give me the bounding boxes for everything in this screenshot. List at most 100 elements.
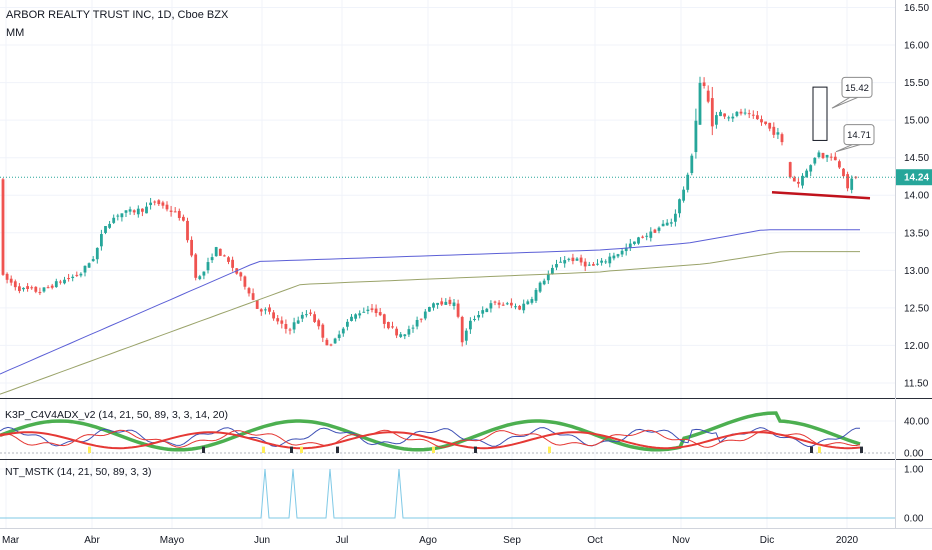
time-tick-label: Ago: [419, 535, 437, 546]
candle-body: [674, 213, 677, 222]
candle-body: [13, 281, 17, 288]
price-tick-label: 15.50: [904, 78, 929, 89]
candle-body: [653, 229, 657, 233]
candle-body: [5, 273, 9, 280]
candle-body: [833, 156, 837, 161]
ind1-marker: [336, 446, 339, 453]
candle-body: [797, 181, 800, 184]
candle-body: [600, 260, 603, 263]
candle-body: [846, 174, 849, 189]
candle-body: [288, 329, 292, 331]
symbol-title: ARBOR REALTY TRUST INC, 1D, Cboe BZX: [6, 9, 229, 21]
last-price-tag-label: 14.24: [904, 173, 929, 184]
candle-body: [378, 312, 382, 316]
candle-body: [317, 320, 321, 327]
candle-body: [223, 255, 226, 257]
candle-body: [702, 82, 706, 86]
candle-body: [710, 98, 714, 127]
candle-body: [809, 165, 813, 172]
candle-body: [469, 320, 472, 330]
candle-body: [514, 306, 517, 308]
ind1-marker: [202, 446, 205, 453]
candle-body: [485, 308, 489, 313]
candle-body: [63, 279, 66, 284]
candle-body: [165, 204, 169, 210]
candle-body: [624, 247, 628, 252]
candle-body: [559, 261, 562, 263]
time-tick-label: Abr: [84, 535, 100, 546]
candle-body: [337, 334, 341, 339]
candle-body: [464, 330, 468, 341]
candle-body: [30, 287, 34, 289]
candle-body: [259, 309, 263, 312]
callout-2-box: [843, 124, 875, 146]
moving-average-slow: [0, 251, 860, 395]
candle-body: [202, 271, 206, 276]
candle-body: [100, 234, 103, 247]
callout-1-pointer: [831, 96, 859, 109]
candle-body: [387, 322, 390, 329]
candle-body: [825, 154, 829, 158]
candle-body: [341, 328, 345, 334]
indicator2-title: NT_MSTK (14, 21, 50, 89, 3, 3): [5, 466, 152, 478]
candle-body: [583, 261, 587, 267]
candle-body: [247, 288, 251, 294]
candle-body: [641, 236, 644, 238]
candle-body: [124, 210, 128, 213]
candle-body: [46, 287, 50, 289]
price-tick-label: 11.50: [904, 378, 929, 389]
candle-body: [173, 211, 177, 213]
candle-body: [1, 179, 5, 275]
ind2-tick-label: 0.00: [904, 514, 924, 525]
candle-body: [604, 261, 608, 263]
ind1-tick-label: 40.00: [904, 417, 929, 428]
candle-body: [157, 200, 161, 205]
candle-body: [731, 116, 735, 119]
candle-body: [153, 201, 157, 203]
candle-body: [522, 303, 526, 311]
candle-body: [395, 328, 398, 336]
support-line: [771, 190, 871, 200]
candle-body: [136, 208, 140, 215]
candle-body: [177, 210, 181, 219]
candle-body: [403, 334, 407, 337]
candle-body: [768, 122, 772, 129]
ind1-marker: [290, 446, 293, 453]
ind2-tick-label: 1.00: [904, 465, 924, 476]
candle-body: [579, 257, 583, 263]
candle-body: [419, 318, 423, 320]
candle-body: [497, 302, 501, 305]
candle-body: [530, 299, 534, 303]
candle-body: [264, 309, 267, 311]
candle-body: [628, 243, 632, 248]
candle-body: [350, 316, 353, 321]
candle-body: [42, 287, 46, 292]
candle-body: [760, 119, 763, 123]
candle-body: [747, 113, 751, 115]
candle-body: [161, 202, 165, 206]
candle-body: [108, 223, 111, 228]
range-rectangle: [812, 86, 828, 141]
candle-body: [690, 155, 694, 174]
candle-body: [456, 303, 460, 317]
candle-body: [18, 286, 21, 292]
time-tick-label: Oct: [587, 535, 603, 546]
candle-body: [649, 231, 653, 238]
time-tick-label: Dic: [760, 535, 774, 546]
candle-body: [358, 313, 362, 316]
candle-body: [325, 339, 329, 346]
candle-body: [448, 299, 452, 305]
candle-body: [657, 227, 661, 231]
candle-body: [801, 175, 804, 186]
adx-red-line: [0, 429, 861, 448]
candle-body: [354, 314, 357, 319]
candle-body: [571, 257, 575, 262]
candles: [1, 76, 858, 347]
candle-body: [645, 235, 649, 237]
candle-body: [706, 90, 710, 102]
candle-body: [346, 321, 349, 327]
price-tick-label: 12.00: [904, 341, 929, 352]
candle-body: [477, 314, 480, 318]
